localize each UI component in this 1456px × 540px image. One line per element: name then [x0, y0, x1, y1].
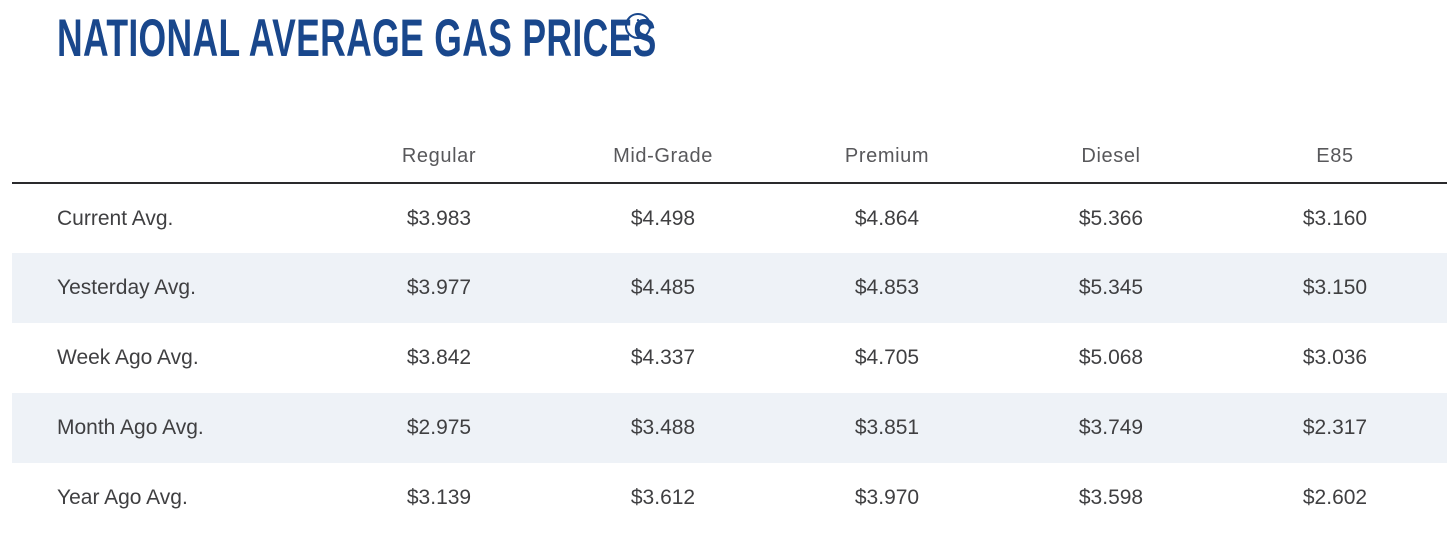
page-header: NATIONAL AVERAGE GAS PRICES: [57, 10, 952, 70]
table-row-month-ago-avg: Month Ago Avg. $2.975 $3.488 $3.851 $3.7…: [12, 393, 1447, 463]
cell-value: $3.851: [854, 416, 920, 439]
cell-value: $3.598: [1078, 486, 1144, 509]
table-row-yesterday-avg: Yesterday Avg. $3.977 $4.485 $4.853 $5.3…: [12, 253, 1447, 323]
cell-value: $3.139: [406, 486, 472, 509]
table-row-year-ago-avg: Year Ago Avg. $3.139 $3.612 $3.970 $3.59…: [12, 463, 1447, 533]
col-header-diesel: Diesel: [999, 130, 1223, 184]
col-header-premium: Premium: [775, 130, 999, 184]
row-label: Current Avg.: [57, 206, 174, 230]
cell-value: $3.749: [1078, 416, 1144, 439]
cell-value: $4.337: [630, 346, 696, 369]
table-row-current-avg: Current Avg. $3.983 $4.498 $4.864 $5.366…: [12, 183, 1447, 253]
info-icon[interactable]: i: [625, 13, 651, 39]
cell-value: $3.612: [630, 486, 696, 509]
gas-prices-table: Regular Mid-Grade Premium Diesel E85 Cur…: [12, 130, 1447, 533]
table-row-week-ago-avg: Week Ago Avg. $3.842 $4.337 $4.705 $5.06…: [12, 323, 1447, 393]
cell-value: $3.150: [1302, 276, 1368, 299]
header-row: Regular Mid-Grade Premium Diesel E85: [12, 130, 1447, 184]
cell-value: $5.068: [1078, 346, 1144, 369]
cell-value: $5.366: [1078, 206, 1144, 230]
row-label: Month Ago Avg.: [57, 416, 204, 439]
col-header-e85: E85: [1223, 130, 1447, 184]
info-icon-glyph: i: [635, 17, 641, 34]
cell-value: $3.842: [406, 346, 472, 369]
col-header-blank: [12, 130, 327, 184]
col-header-midgrade: Mid-Grade: [551, 130, 775, 184]
cell-value: $4.485: [630, 276, 696, 299]
cell-value: $3.488: [630, 416, 696, 439]
cell-value: $2.317: [1302, 416, 1368, 439]
cell-value: $3.983: [406, 206, 472, 230]
cell-value: $5.345: [1078, 276, 1144, 299]
cell-value: $3.977: [406, 276, 472, 299]
gas-prices-grid: Regular Mid-Grade Premium Diesel E85 Cur…: [12, 130, 1447, 533]
cell-value: $3.160: [1302, 206, 1368, 230]
cell-value: $4.864: [854, 206, 920, 230]
row-label: Year Ago Avg.: [57, 486, 188, 509]
cell-value: $4.705: [854, 346, 920, 369]
page-title: NATIONAL AVERAGE GAS PRICES: [57, 9, 657, 68]
cell-value: $3.970: [854, 486, 920, 509]
col-header-regular: Regular: [327, 130, 551, 184]
cell-value: $4.853: [854, 276, 920, 299]
cell-value: $2.602: [1302, 486, 1368, 509]
row-label: Yesterday Avg.: [57, 276, 196, 299]
cell-value: $2.975: [406, 416, 472, 439]
cell-value: $4.498: [630, 206, 696, 230]
cell-value: $3.036: [1302, 346, 1368, 369]
row-label: Week Ago Avg.: [57, 346, 199, 369]
